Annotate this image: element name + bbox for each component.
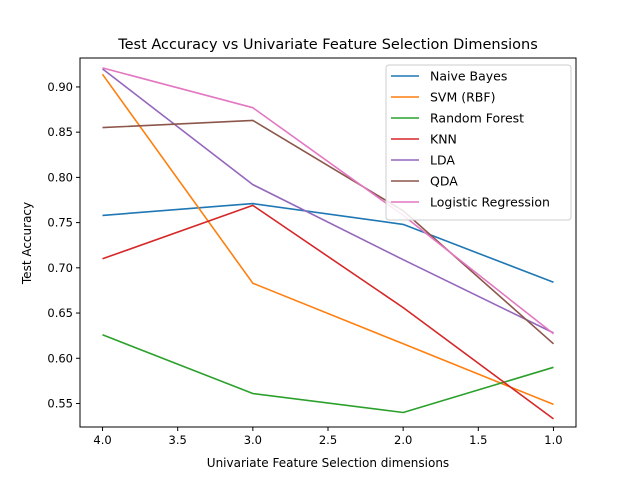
legend-label-logistic-regression: Logistic Regression [430, 195, 550, 210]
y-tick-label: 0.55 [47, 396, 73, 410]
x-axis-label: Univariate Feature Selection dimensions [207, 456, 449, 470]
series-line-random-forest [102, 334, 554, 414]
y-tick-label: 0.85 [47, 125, 73, 139]
plot-frame [79, 57, 577, 428]
series-line-svm-rbf [101, 73, 554, 406]
y-tick-label: 0.90 [47, 80, 73, 94]
x-tick-label: 1.0 [544, 433, 562, 447]
series-line-qda [102, 119, 555, 345]
legend-label-lda: LDA [430, 153, 455, 168]
axis-ticks: 4.0 3.5 3.0 2.5 2.0 1.5 1.0 0.55 0.60 0.65 0.70 0.7… [47, 80, 562, 447]
legend-box [385, 64, 572, 221]
x-tick-label: 3.0 [244, 433, 262, 447]
y-axis-label: Test Accuracy [20, 202, 34, 285]
x-tick-label: 3.5 [169, 433, 187, 447]
series-line-lda [102, 68, 554, 334]
y-tick-label: 0.60 [47, 351, 73, 365]
legend-label-naive-bayes: Naive Bayes [430, 69, 507, 84]
legend: Naive Bayes SVM (RBF) Random Forest KNN LDA Q… [385, 64, 572, 221]
legend-label-random-forest: Random Forest [430, 111, 524, 126]
series-line-knn [102, 204, 554, 420]
legend-label-svm-rbf: SVM (RBF) [430, 90, 495, 105]
legend-label-qda: QDA [430, 174, 458, 189]
legend-label-knn: KNN [430, 132, 457, 147]
series-line-naive-bayes [102, 202, 554, 284]
series-line-logistic-regression [102, 67, 554, 335]
y-tick-label: 0.70 [47, 261, 73, 275]
y-tick-label: 0.75 [47, 216, 73, 230]
series-lines [101, 67, 555, 420]
chart-title: Test Accuracy vs Univariate Feature Sele… [117, 37, 538, 53]
y-tick-label: 0.65 [47, 306, 73, 320]
x-tick-label: 2.0 [394, 433, 412, 447]
x-tick-label: 4.0 [93, 433, 111, 447]
x-tick-label: 1.5 [469, 433, 487, 447]
x-tick-label: 2.5 [319, 433, 337, 447]
y-tick-label: 0.80 [47, 170, 73, 184]
